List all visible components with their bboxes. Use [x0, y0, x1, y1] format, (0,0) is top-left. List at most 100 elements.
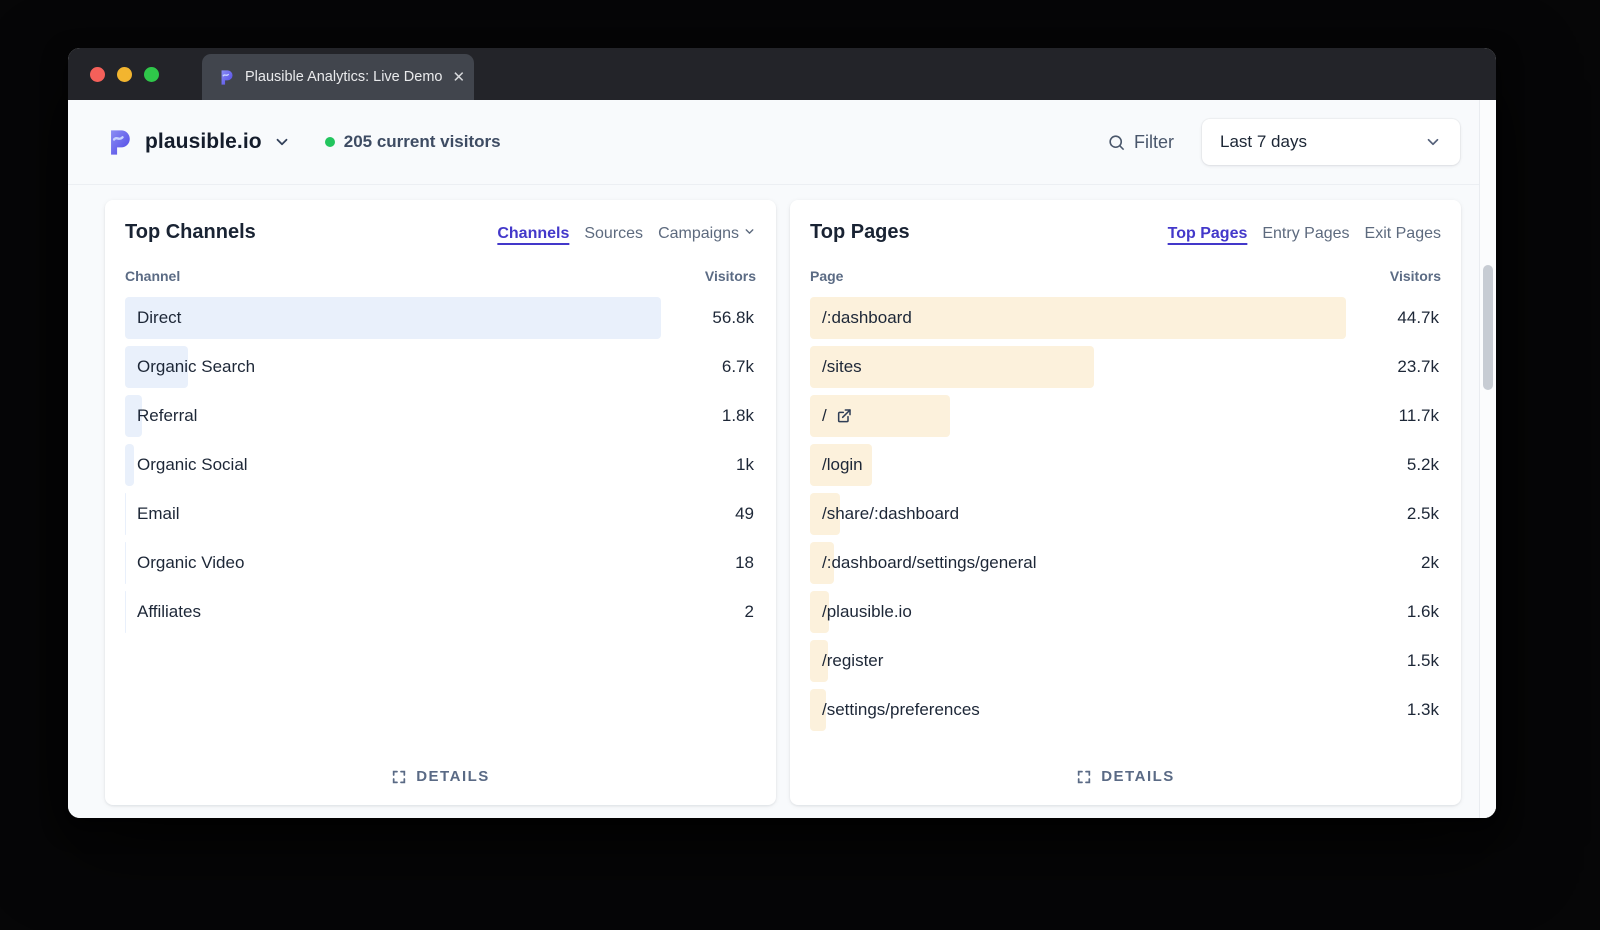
row-bar — [810, 346, 1095, 388]
row-bar — [125, 591, 126, 633]
page-row[interactable]: /share/:dashboard 2.5k — [810, 493, 1441, 535]
plausible-logo-icon — [105, 128, 134, 157]
current-visitors-link[interactable]: 205 current visitors — [324, 132, 501, 152]
row-label: /sites — [822, 357, 862, 376]
row-bar — [125, 542, 126, 584]
external-link-icon[interactable] — [836, 408, 852, 424]
date-range-picker[interactable]: Last 7 days — [1202, 119, 1460, 165]
page-scrollbar-track[interactable] — [1479, 100, 1496, 818]
site-switcher[interactable]: plausible.io — [105, 128, 291, 157]
row-label: /share/:dashboard — [822, 504, 960, 523]
row-value: 11.7k — [1398, 406, 1439, 425]
page-row[interactable]: /plausible.io 1.6k — [810, 591, 1441, 633]
dashboard-main: Top Channels Channels Sources Campaigns … — [68, 185, 1496, 805]
campaigns-chevron-down-icon — [743, 225, 756, 242]
row-label: Organic Social — [137, 455, 248, 474]
visitors-column-header: Visitors — [1389, 268, 1441, 284]
site-name: plausible.io — [145, 130, 262, 153]
row-label: /login — [822, 455, 863, 474]
row-bar — [810, 493, 840, 535]
row-label: /plausible.io — [822, 602, 912, 621]
row-bar — [125, 346, 189, 388]
row-bar — [810, 591, 830, 633]
tab-channels[interactable]: Channels — [497, 225, 570, 242]
row-label: Email — [137, 504, 180, 523]
pages-details-button[interactable]: DETAILS — [1066, 762, 1185, 787]
row-bar — [810, 689, 826, 731]
channel-row[interactable]: Referral 1.8k — [125, 395, 756, 437]
row-label: Organic Search — [137, 357, 256, 376]
maximize-window-button[interactable] — [144, 67, 159, 82]
row-value: 1.6k — [1406, 602, 1439, 621]
row-value: 44.7k — [1397, 308, 1439, 327]
row-bar — [810, 542, 834, 584]
row-bar — [125, 297, 662, 339]
channel-row[interactable]: Affiliates 2 — [125, 591, 756, 633]
row-label: /settings/preferences — [822, 700, 980, 719]
expand-icon — [391, 769, 407, 785]
tab-entry-pages[interactable]: Entry Pages — [1262, 225, 1350, 242]
pages-card-tabs: Top Pages Entry Pages Exit Pages — [1168, 225, 1441, 243]
page-row[interactable]: /login 5.2k — [810, 444, 1441, 486]
page-row[interactable]: /sites 23.7k — [810, 346, 1441, 388]
row-value: 1.3k — [1406, 700, 1439, 719]
channels-row-list: Direct 56.8k Organic Search 6.7k Referral 1.8… — [125, 297, 756, 633]
row-value: 1.8k — [721, 406, 754, 425]
filter-button[interactable]: Filter — [1107, 132, 1174, 153]
row-value: 6.7k — [721, 357, 754, 376]
row-value: 18 — [735, 553, 754, 572]
row-label: Affiliates — [137, 602, 201, 621]
minimize-window-button[interactable] — [117, 67, 132, 82]
search-icon — [1107, 133, 1126, 152]
dashboard-topbar: plausible.io 205 current visitors Filter… — [68, 100, 1496, 185]
page-column-header: Page — [810, 268, 844, 284]
row-label: /:dashboard — [822, 308, 912, 327]
row-bar — [125, 395, 142, 437]
row-bar — [810, 444, 873, 486]
page-scrollbar-thumb[interactable] — [1483, 265, 1493, 390]
top-channels-card: Top Channels Channels Sources Campaigns … — [105, 200, 776, 805]
tab-sources[interactable]: Sources — [584, 225, 644, 242]
tab-top-pages[interactable]: Top Pages — [1167, 225, 1248, 242]
channel-row[interactable]: Organic Video 18 — [125, 542, 756, 584]
date-range-label: Last 7 days — [1220, 132, 1307, 151]
row-label: Direct — [137, 308, 182, 327]
date-chevron-down-icon — [1424, 133, 1442, 151]
row-value: 5.2k — [1406, 455, 1439, 474]
tab-exit-pages[interactable]: Exit Pages — [1364, 225, 1441, 242]
page-row[interactable]: /register 1.5k — [810, 640, 1441, 682]
pages-column-headers: Page Visitors — [810, 268, 1441, 284]
channel-row[interactable]: Direct 56.8k — [125, 297, 756, 339]
tab-title: Plausible Analytics: Live Demo — [245, 69, 443, 85]
channel-row[interactable]: Organic Social 1k — [125, 444, 756, 486]
tab-close-icon[interactable]: ✕ — [452, 69, 466, 86]
expand-icon — [1076, 769, 1092, 785]
row-label: /register — [822, 651, 884, 670]
row-value: 2k — [1421, 553, 1439, 572]
browser-tab[interactable]: Plausible Analytics: Live Demo ✕ — [202, 54, 474, 100]
visitors-column-header: Visitors — [704, 268, 756, 284]
channel-column-header: Channel — [125, 268, 181, 284]
row-bar — [125, 493, 126, 535]
browser-chrome: Plausible Analytics: Live Demo ✕ — [68, 48, 1496, 100]
channel-row[interactable]: Organic Search 6.7k — [125, 346, 756, 388]
page-row[interactable]: /settings/preferences 1.3k — [810, 689, 1441, 731]
pages-row-list: /:dashboard 44.7k/sites 23.7k / 11.7k/login 5… — [810, 297, 1441, 731]
close-window-button[interactable] — [90, 67, 105, 82]
channels-details-button[interactable]: DETAILS — [381, 762, 500, 787]
top-channels-title: Top Channels — [125, 221, 256, 243]
live-dot-icon — [324, 137, 335, 147]
tab-campaigns[interactable]: Campaigns — [658, 225, 756, 243]
page-row[interactable]: /:dashboard 44.7k — [810, 297, 1441, 339]
filter-label: Filter — [1134, 131, 1174, 152]
row-value: 2.5k — [1406, 504, 1439, 523]
row-bar — [810, 640, 828, 682]
row-value: 1k — [736, 455, 754, 474]
row-label: Organic Video — [137, 553, 245, 572]
channel-row[interactable]: Email 49 — [125, 493, 756, 535]
row-bar — [810, 297, 1347, 339]
page-row[interactable]: /:dashboard/settings/general 2k — [810, 542, 1441, 584]
row-value: 1.5k — [1406, 651, 1439, 670]
row-label: / — [810, 406, 852, 426]
page-row[interactable]: / 11.7k — [810, 395, 1441, 437]
